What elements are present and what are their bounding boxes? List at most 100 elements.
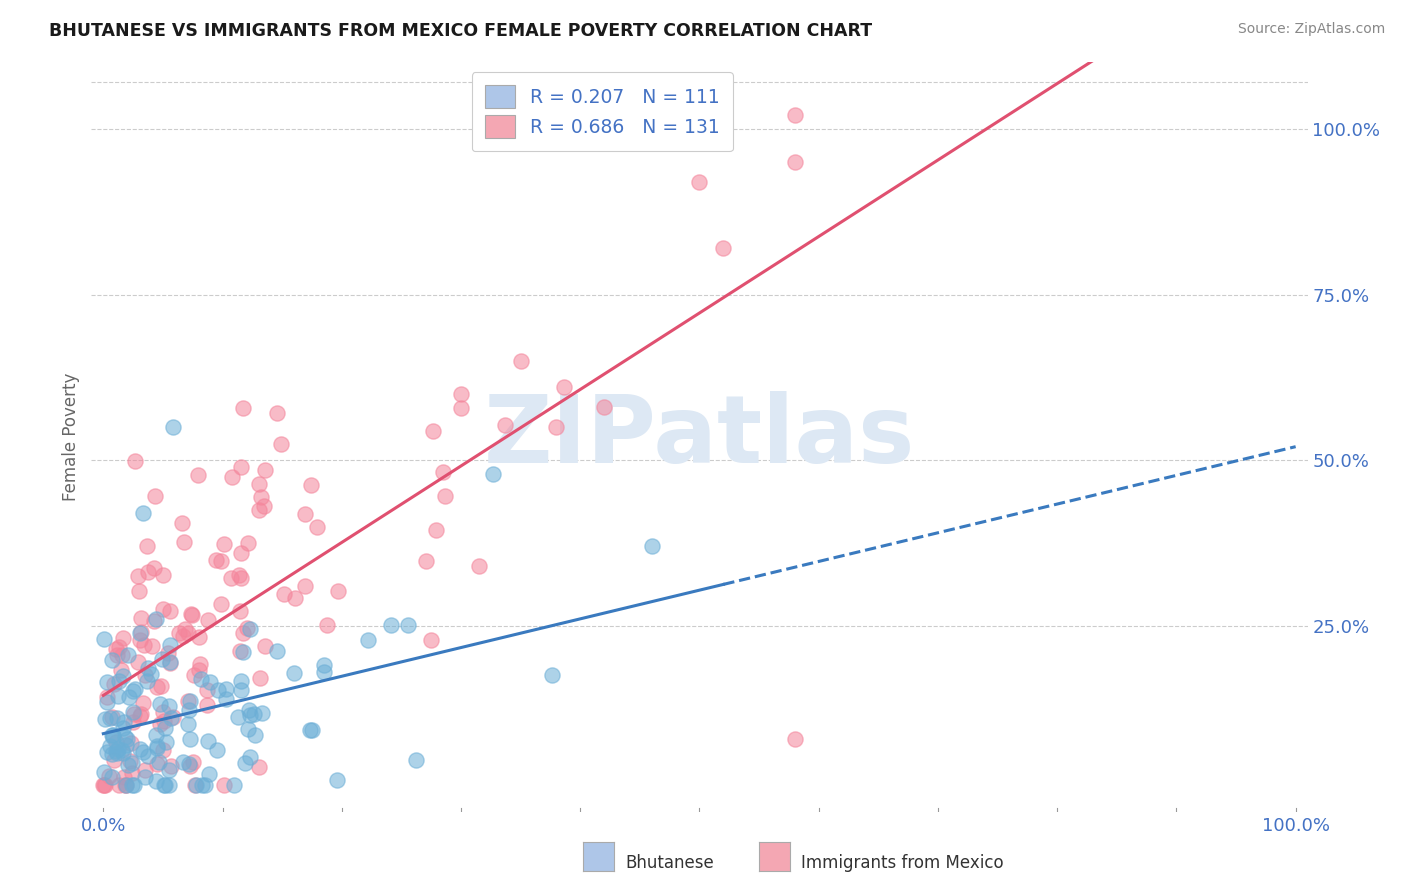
Point <box>228 568 250 582</box>
Point <box>242 706 264 721</box>
Point <box>307 520 329 534</box>
Point <box>179 731 201 746</box>
Point <box>254 463 277 477</box>
Point <box>482 467 505 481</box>
Point <box>93 712 115 726</box>
Text: ZIPatlas: ZIPatlas <box>484 391 915 483</box>
Point <box>641 540 664 554</box>
Point <box>226 710 249 724</box>
Point <box>112 747 135 761</box>
Point <box>212 536 235 550</box>
Point <box>711 241 734 255</box>
Point <box>131 610 153 624</box>
Point <box>135 539 157 553</box>
Point <box>115 778 138 792</box>
Point <box>238 623 260 637</box>
Point <box>91 778 114 792</box>
Point <box>180 607 202 621</box>
Point <box>152 705 174 719</box>
Point <box>149 698 172 712</box>
Point <box>450 387 472 401</box>
Point <box>159 656 181 670</box>
Point <box>294 508 316 522</box>
Point <box>229 604 252 618</box>
Point <box>114 731 136 745</box>
Point <box>100 710 122 724</box>
Point <box>105 746 128 760</box>
Point <box>197 733 219 747</box>
Point <box>136 674 159 689</box>
Point <box>181 607 204 622</box>
Point <box>108 778 131 792</box>
Point <box>157 778 180 792</box>
Point <box>184 778 207 792</box>
Point <box>155 778 177 792</box>
Point <box>396 618 419 632</box>
Point <box>283 591 305 605</box>
Point <box>101 730 124 744</box>
Point <box>114 778 136 792</box>
Legend: R = 0.207   N = 111, R = 0.686   N = 131: R = 0.207 N = 111, R = 0.686 N = 131 <box>471 72 733 152</box>
Point <box>121 778 143 792</box>
Point <box>155 721 177 735</box>
Point <box>100 770 122 784</box>
Point <box>159 638 181 652</box>
Point <box>229 571 252 585</box>
Point <box>152 743 174 757</box>
Point <box>152 568 174 582</box>
Point <box>127 655 149 669</box>
Point <box>159 759 181 773</box>
Point <box>326 773 349 788</box>
Point <box>111 648 134 663</box>
Point <box>312 657 335 672</box>
Point <box>103 753 125 767</box>
Point <box>194 778 217 792</box>
Point <box>159 604 181 618</box>
Point <box>115 732 138 747</box>
Point <box>145 773 167 788</box>
Point <box>149 679 172 693</box>
Point <box>145 728 167 742</box>
Point <box>172 516 194 531</box>
Point <box>190 673 212 687</box>
Point <box>188 630 211 644</box>
Point <box>93 632 115 647</box>
Point <box>136 749 159 764</box>
Point <box>122 684 145 698</box>
Point <box>122 778 145 792</box>
Point <box>205 553 228 567</box>
Point <box>432 465 454 479</box>
Point <box>233 756 256 770</box>
Point <box>114 778 136 792</box>
Point <box>150 652 173 666</box>
Point <box>207 743 229 757</box>
Point <box>221 469 243 483</box>
Point <box>177 703 200 717</box>
Point <box>122 714 145 729</box>
Point <box>215 692 238 706</box>
Point <box>405 753 427 767</box>
Point <box>117 758 139 772</box>
Point <box>167 625 190 640</box>
Point <box>177 693 200 707</box>
Point <box>100 653 122 667</box>
Point <box>93 778 115 792</box>
Point <box>188 664 211 678</box>
Point <box>104 642 127 657</box>
Point <box>450 401 472 415</box>
Point <box>139 667 162 681</box>
Point <box>783 731 806 746</box>
Point <box>239 707 262 722</box>
Point <box>250 490 273 504</box>
Point <box>236 621 259 635</box>
Y-axis label: Female Poverty: Female Poverty <box>62 373 80 501</box>
Point <box>128 632 150 647</box>
Point <box>179 694 201 708</box>
Point <box>120 736 142 750</box>
Point <box>191 778 214 792</box>
Point <box>132 745 155 759</box>
Point <box>105 734 128 748</box>
Point <box>247 477 270 491</box>
Point <box>229 674 252 689</box>
Point <box>124 706 146 721</box>
